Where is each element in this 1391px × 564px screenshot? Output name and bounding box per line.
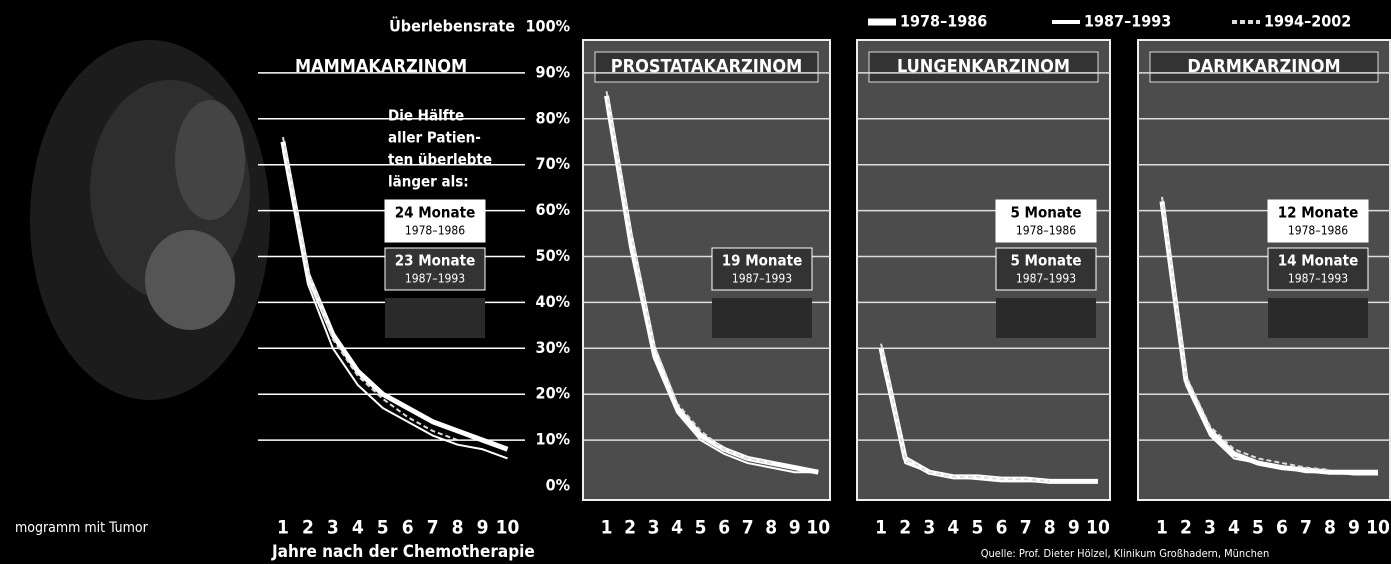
annotation-label: 19 Monate [722,252,803,270]
annotation-label: 24 Monate [395,204,476,222]
x-tick-label: 9 [1348,517,1360,539]
x-tick-label: 3 [923,517,935,539]
x-tick-label: 10 [1366,517,1390,539]
note: ten überlebte [388,151,492,169]
annotation-period: 1978–1986 [1016,224,1076,238]
x-tick-label: 5 [377,517,389,539]
annotation-label: 14 Monate [1278,252,1359,270]
source: Quelle: Prof. Dieter Hölzel, Klinikum Gr… [981,547,1270,560]
x-tick-label: 10 [806,517,830,539]
x-tick-label: 8 [1324,517,1336,539]
x-axis-title: Jahre nach der Chemotherapie [271,542,535,562]
note: Die Hälfte [388,107,464,125]
y-tick-label: 0% [546,476,570,495]
x-tick-label: 4 [671,517,683,539]
x-tick-label: 1 [277,517,289,539]
annotation-label: 5 Monate [1010,252,1081,270]
y-tick-label: 20% [536,384,570,403]
x-tick-label: 8 [1044,517,1056,539]
y-tick-label: 90% [536,62,570,81]
legend-label: 1987–1993 [1084,12,1171,31]
x-tick-label: 7 [1020,517,1032,539]
y-axis-title: Überlebensrate [389,17,515,36]
panel-title: LUNGENKARZINOM [897,56,1070,77]
annotation-label: 23 Monate [395,252,476,270]
x-tick-label: 10 [1086,517,1110,539]
unreadable-box [1268,298,1368,338]
x-tick-label: 7 [1300,517,1312,539]
x-tick-label: 6 [402,517,414,539]
annotation-label: 5 Monate [1010,204,1081,222]
image-caption: mogramm mit Tumor [15,520,149,536]
annotation-period: 1978–1986 [1288,224,1348,238]
x-tick-label: 10 [496,517,520,539]
annotation-period: 1987–1993 [1016,272,1076,286]
annotation-label: 12 Monate [1278,204,1359,222]
x-tick-label: 5 [695,517,707,539]
panel-title: DARMKARZINOM [1187,56,1340,77]
x-tick-label: 9 [1068,517,1080,539]
x-tick-label: 6 [718,517,730,539]
annotation-period: 1987–1993 [405,272,465,286]
x-tick-label: 6 [1276,517,1288,539]
annotation-period: 1987–1993 [732,272,792,286]
page: mogramm mit Tumor Überlebensrate Jahre n… [0,0,1391,564]
panel-title: MAMMAKARZINOM [295,56,467,77]
x-tick-label: 9 [789,517,801,539]
x-tick-label: 1 [875,517,887,539]
y-tick-label: 30% [536,338,570,357]
x-tick-label: 2 [899,517,911,539]
x-tick-label: 6 [996,517,1008,539]
x-tick-label: 2 [624,517,636,539]
legend-label: 1978–1986 [900,12,987,31]
y-tick-label: 50% [536,246,570,265]
x-tick-label: 9 [477,517,489,539]
x-tick-label: 3 [327,517,339,539]
unreadable-box [996,298,1096,338]
y-tick-label: 10% [536,430,570,449]
x-tick-label: 1 [1156,517,1168,539]
note: länger als: [388,173,469,191]
x-tick-label: 1 [601,517,613,539]
x-tick-label: 7 [427,517,439,539]
annotation-period: 1978–1986 [405,224,465,238]
unreadable-box [385,298,485,338]
x-tick-label: 2 [302,517,314,539]
note: aller Patien- [388,129,481,147]
y-tick-label: 100% [526,17,570,36]
x-tick-label: 8 [452,517,464,539]
x-tick-label: 5 [972,517,984,539]
y-tick-label: 70% [536,154,570,173]
x-tick-label: 4 [1228,517,1240,539]
mammogram-image [30,40,270,400]
y-tick-label: 40% [536,292,570,311]
x-tick-label: 3 [1204,517,1216,539]
x-tick-label: 4 [947,517,959,539]
legend-label: 1994–2002 [1264,12,1351,31]
x-tick-label: 4 [352,517,364,539]
x-tick-label: 8 [765,517,777,539]
annotation-period: 1987–1993 [1288,272,1348,286]
unreadable-box [712,298,812,338]
y-tick-label: 60% [536,200,570,219]
y-tick-label: 80% [536,108,570,127]
x-tick-label: 7 [742,517,754,539]
x-tick-label: 3 [648,517,660,539]
x-tick-label: 5 [1252,517,1264,539]
x-tick-label: 2 [1180,517,1192,539]
panel-title: PROSTATAKARZINOM [611,56,803,77]
